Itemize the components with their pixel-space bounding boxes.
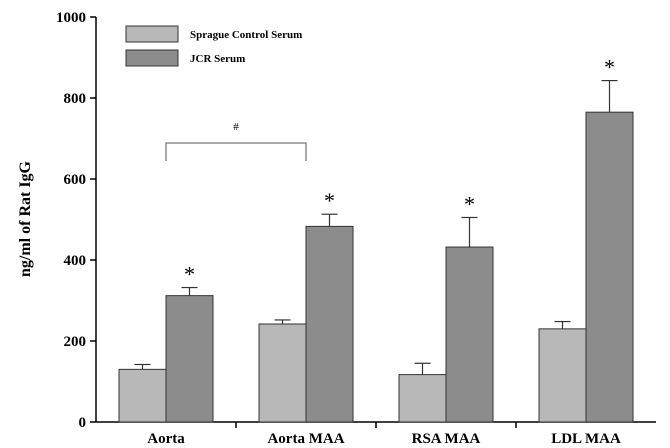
error-bars [134, 79, 618, 375]
x-tick-label: LDL MAA [551, 431, 621, 447]
legend-label-jcr: JCR Serum [190, 53, 245, 65]
x-axis: Aorta Aorta MAA RSA MAA LDL MAA [96, 421, 656, 447]
significance-markers: * * * * [184, 55, 615, 287]
legend: Sprague Control Serum JCR Serum [125, 25, 302, 67]
y-tick-label: 400 [64, 253, 87, 269]
bar-control [258, 323, 307, 423]
legend-label-control: Sprague Control Serum [190, 29, 302, 41]
bars [118, 111, 634, 423]
comparison-bracket: # [165, 121, 307, 161]
legend-swatch-jcr [125, 49, 179, 67]
x-tick-label: RSA MAA [412, 431, 481, 447]
y-tick-label: 800 [64, 91, 87, 107]
bar-control [398, 374, 447, 423]
y-tick-label: 600 [64, 172, 87, 188]
bar-jcr [165, 295, 214, 423]
y-axis: 0 200 400 600 800 1000 [56, 10, 97, 431]
bar-jcr [585, 111, 634, 423]
bar-jcr [445, 246, 494, 423]
y-tick-label: 0 [79, 415, 87, 431]
x-tick-label: Aorta [147, 431, 185, 447]
bracket-label: # [233, 121, 239, 133]
legend-swatch-control [125, 25, 179, 43]
bar-jcr [305, 225, 354, 423]
y-tick-label: 1000 [56, 10, 86, 26]
significance-star: * [324, 188, 335, 213]
bracket-line [165, 142, 307, 161]
significance-star: * [184, 262, 195, 287]
bar-control [538, 328, 587, 423]
y-tick-label: 200 [64, 334, 87, 350]
y-axis-label: ng/ml of Rat IgG [17, 160, 34, 277]
significance-star: * [464, 191, 475, 216]
bar-control [118, 368, 167, 423]
significance-star: * [604, 55, 615, 80]
x-tick-label: Aorta MAA [267, 431, 344, 447]
